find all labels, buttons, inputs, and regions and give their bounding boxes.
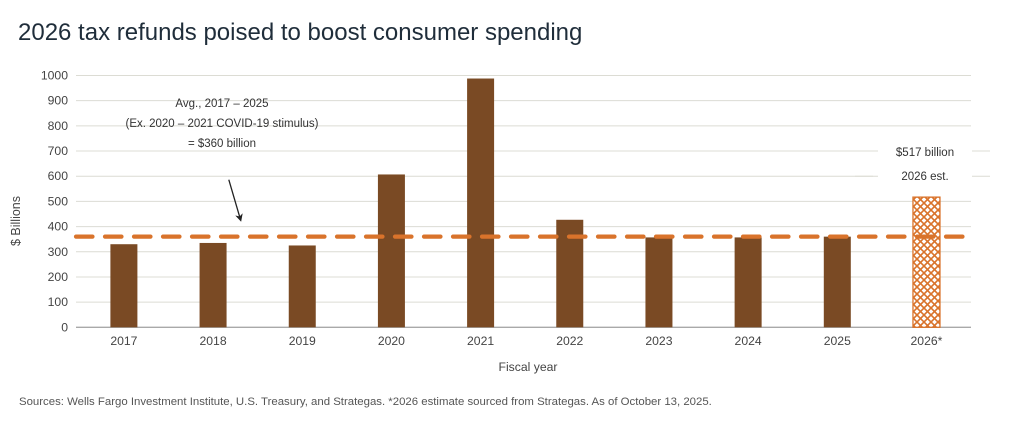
svg-text:200: 200 xyxy=(48,270,69,284)
svg-text:800: 800 xyxy=(48,119,69,133)
svg-text:500: 500 xyxy=(48,194,69,208)
svg-text:= $360 billion: = $360 billion xyxy=(188,138,256,150)
svg-text:300: 300 xyxy=(48,245,69,259)
svg-text:2022: 2022 xyxy=(556,334,583,348)
svg-text:(Ex. 2020 – 2021 COVID-19 stim: (Ex. 2020 – 2021 COVID-19 stimulus) xyxy=(125,118,318,130)
svg-text:2018: 2018 xyxy=(200,334,227,348)
svg-text:2026 est.: 2026 est. xyxy=(901,171,948,183)
svg-text:0: 0 xyxy=(61,320,68,334)
svg-text:2021: 2021 xyxy=(467,334,494,348)
svg-text:2026*: 2026* xyxy=(911,334,943,348)
svg-text:2019: 2019 xyxy=(289,334,316,348)
svg-text:$ Billions: $ Billions xyxy=(9,196,23,246)
svg-text:600: 600 xyxy=(48,169,69,183)
svg-text:$517 billion: $517 billion xyxy=(896,147,954,159)
svg-text:400: 400 xyxy=(48,220,69,234)
svg-text:100: 100 xyxy=(48,295,69,309)
svg-text:Avg., 2017 – 2025: Avg., 2017 – 2025 xyxy=(175,98,268,110)
svg-text:1000: 1000 xyxy=(41,69,68,83)
svg-text:2023: 2023 xyxy=(645,334,672,348)
svg-text:2020: 2020 xyxy=(378,334,405,348)
svg-text:900: 900 xyxy=(48,94,69,108)
svg-text:Sources: Wells Fargo Investmen: Sources: Wells Fargo Investment Institut… xyxy=(19,396,712,408)
svg-text:2024: 2024 xyxy=(735,334,762,348)
svg-text:2017: 2017 xyxy=(110,334,137,348)
svg-text:2025: 2025 xyxy=(824,334,851,348)
svg-text:Fiscal year: Fiscal year xyxy=(499,360,558,374)
svg-text:700: 700 xyxy=(48,144,69,158)
